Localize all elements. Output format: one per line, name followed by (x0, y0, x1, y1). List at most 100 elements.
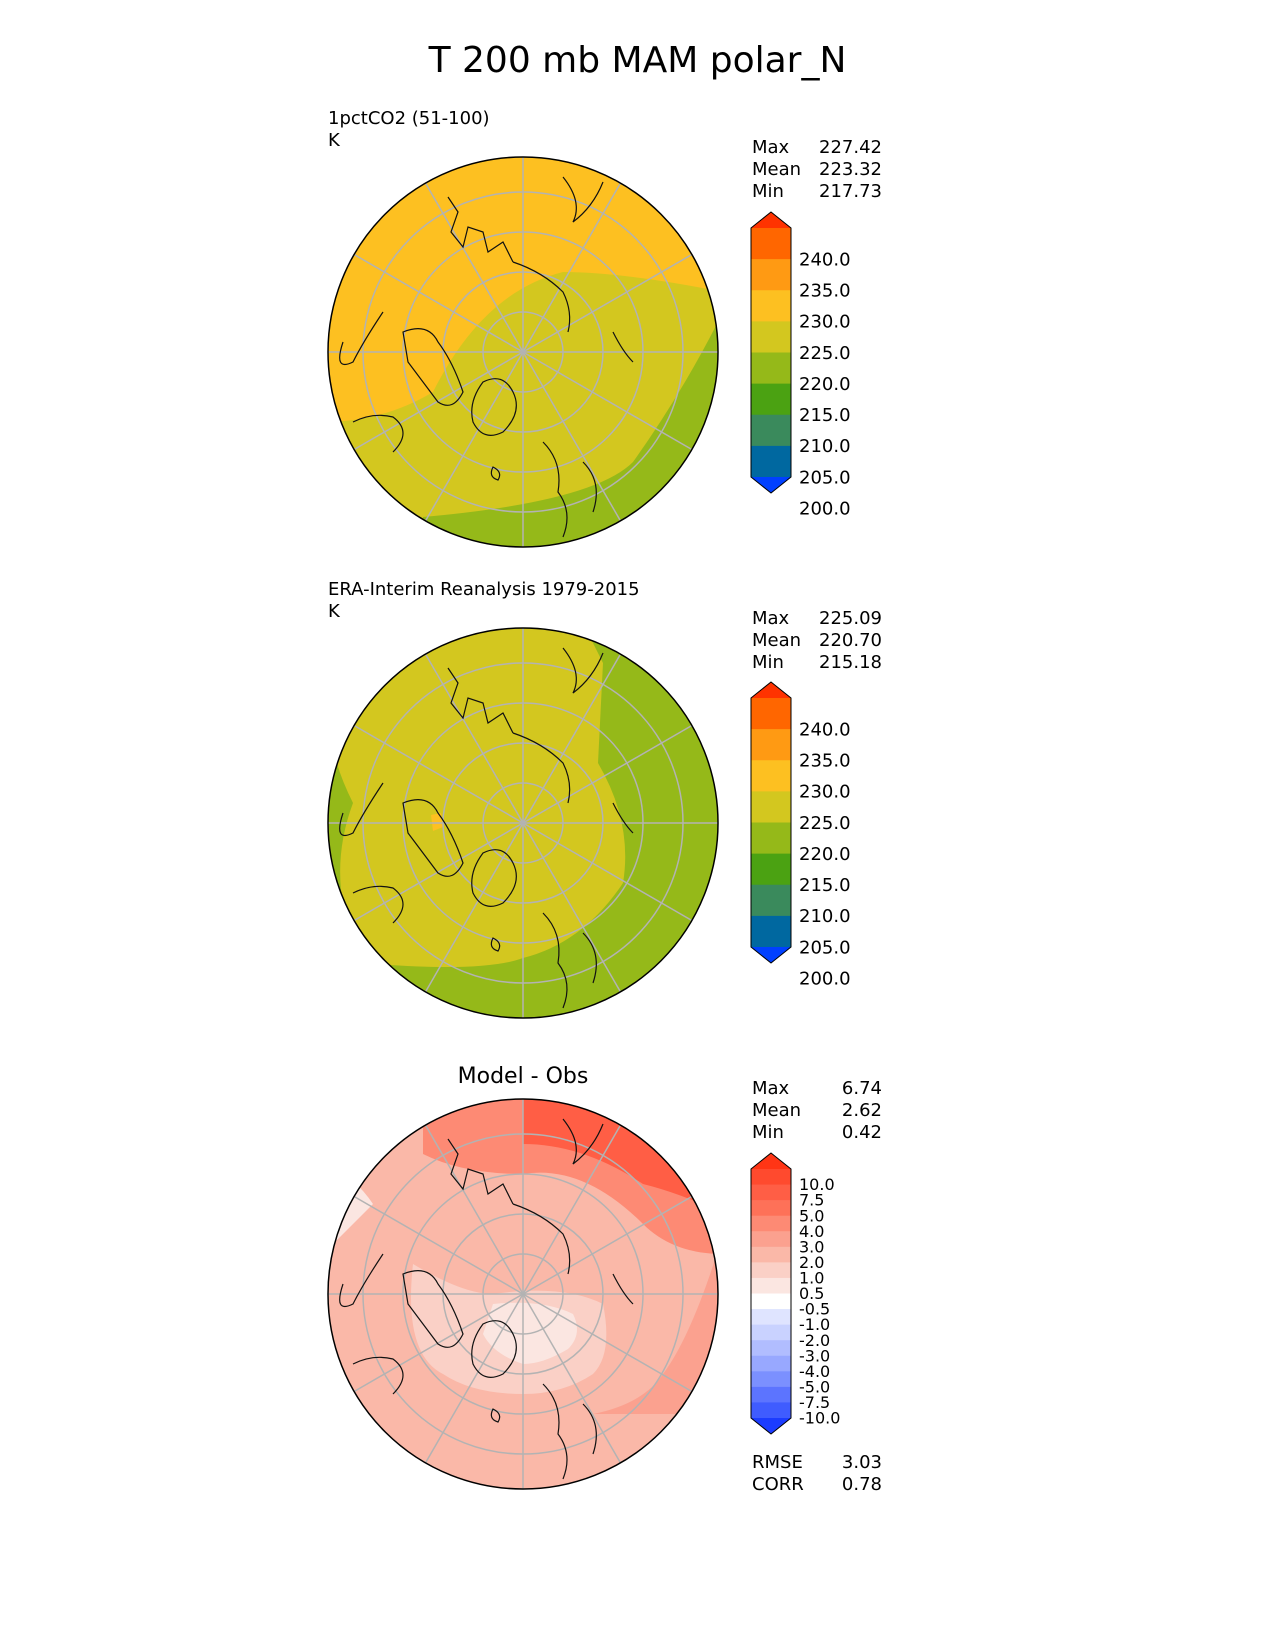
latitude-circle (482, 782, 564, 864)
colorbar-tick-label: 200.0 (799, 968, 851, 989)
coastline-segment (352, 1356, 404, 1395)
model-title: 1pctCO2 (51-100) (328, 108, 490, 129)
colorbar-tick-label: 240.0 (799, 719, 851, 740)
colorbar-tick-label: -2.0 (799, 1331, 830, 1350)
model-panel-title: 1pctCO2 (51-100) K (328, 108, 490, 152)
stat-row: RMSE 3.03 (752, 1452, 882, 1474)
colorbar-extend-min (751, 1418, 791, 1434)
meridian-line (522, 1193, 697, 1295)
coastline-segment (612, 331, 634, 363)
colorbar-tick-label: 205.0 (799, 467, 851, 488)
colorbar-tick-label: 235.0 (799, 751, 851, 772)
coastline-segment (490, 937, 501, 952)
colorbar-tick-label: 220.0 (799, 374, 851, 395)
coastline-segment (447, 196, 514, 263)
colorbar-segment (751, 321, 791, 354)
contour-225-230 (431, 813, 443, 831)
stat-row: Mean 220.70 (752, 630, 882, 652)
colorbar-segment (751, 884, 791, 917)
map-gridlines (328, 1099, 718, 1489)
stat-value: 0.78 (841, 1474, 882, 1495)
meridian-line (522, 1293, 697, 1395)
stat-row: Min 0.42 (752, 1122, 882, 1144)
colorbar-tick-label: 2.0 (799, 1253, 824, 1272)
stat-value: 223.32 (819, 159, 882, 180)
model-colorbar: 240.0 235.0 230.0 225.0 220.0 215.0 210.0 205.0… (750, 211, 851, 519)
contour-225-230 (328, 157, 718, 422)
stat-row: Min 217.73 (752, 181, 882, 203)
coastline-segment (512, 261, 571, 333)
colorbar-segment (751, 1200, 791, 1217)
coastline-segment (582, 461, 597, 513)
colorbar-segment (751, 1246, 791, 1263)
map-boundary (327, 627, 719, 1019)
latitude-circle (442, 1213, 604, 1375)
colorbar-outline (750, 1152, 792, 1435)
stat-label: CORR (752, 1474, 804, 1495)
coastline-segment (562, 1118, 604, 1165)
diff-title: Model - Obs (457, 1064, 589, 1089)
stat-label: Mean (752, 630, 802, 651)
meridian-line (422, 1120, 524, 1295)
stat-value: 6.74 (841, 1078, 882, 1099)
colorbar-tick-label: 225.0 (799, 343, 851, 364)
stat-row: Mean 223.32 (752, 159, 882, 181)
stat-value: 225.09 (819, 608, 882, 629)
obs-colorbar: 240.0 235.0 230.0 225.0 220.0 215.0 210.0 205.0… (750, 681, 851, 989)
map-gridlines (328, 628, 718, 1018)
colorbar-tick-label: -5.0 (799, 1378, 830, 1397)
coastline-segment (512, 1203, 571, 1275)
contour-220-225 (330, 628, 626, 967)
obs-map (327, 627, 719, 1019)
coastline-segment (542, 1383, 568, 1480)
colorbar-tick-label: 220.0 (799, 844, 851, 865)
meridian-line (422, 649, 524, 824)
colorbar-tick-label: 7.5 (799, 1191, 824, 1210)
colorbar-extend-max (751, 212, 791, 228)
coastline-segment (447, 1138, 514, 1205)
contour-1-2 (411, 1264, 607, 1394)
colorbar-tick-label: 205.0 (799, 937, 851, 958)
colorbar-segment (751, 1169, 791, 1186)
colorbar-tick-label: 10.0 (799, 1175, 835, 1194)
coastline-segment (542, 912, 568, 1009)
latitude-circle (362, 191, 684, 513)
coastline-segment (402, 328, 464, 406)
latitude-circle (402, 1173, 644, 1415)
meridian-line (522, 722, 697, 824)
colorbar-tick-label: -7.5 (799, 1393, 830, 1412)
meridian-line (422, 178, 524, 353)
colorbar-extend-max (751, 1153, 791, 1169)
obs-stats: Max 225.09 Mean 220.70 Min 215.18 (752, 608, 882, 674)
colorbar-extend-min (751, 477, 791, 493)
stat-label: RMSE (752, 1452, 803, 1473)
colorbar-tick-label: 225.0 (799, 813, 851, 834)
model-map (327, 156, 719, 548)
colorbar-segment (751, 352, 791, 385)
stat-row: Max 225.09 (752, 608, 882, 630)
obs-panel-title: ERA-Interim Reanalysis 1979-2015 K (328, 579, 640, 623)
coastline-segment (582, 1403, 597, 1455)
stat-label: Max (752, 137, 790, 158)
colorbar-tick-label: 210.0 (799, 436, 851, 457)
colorbar-tick-label: -3.0 (799, 1346, 830, 1365)
map-boundary (327, 1098, 719, 1490)
colorbar-segment (751, 259, 791, 291)
coastlines (339, 1118, 634, 1480)
stat-value: 220.70 (819, 630, 882, 651)
colorbar-segment (751, 1309, 791, 1326)
diff-stats: Max 6.74 Mean 2.62 Min 0.42 (752, 1078, 882, 1144)
stat-row: Mean 2.62 (752, 1100, 882, 1122)
colorbar-segment (751, 383, 791, 416)
colorbar-tick-label: 235.0 (799, 281, 851, 302)
meridian-line (522, 649, 624, 824)
coastline-segment (339, 1253, 384, 1308)
coastline-segment (402, 799, 464, 877)
colorbar-segment (751, 445, 791, 478)
stat-label: Max (752, 1078, 790, 1099)
coastline-segment (471, 849, 517, 907)
contour-5-7.5 (523, 1099, 718, 1214)
meridian-line (422, 822, 524, 997)
stat-value: 0.42 (841, 1122, 882, 1143)
